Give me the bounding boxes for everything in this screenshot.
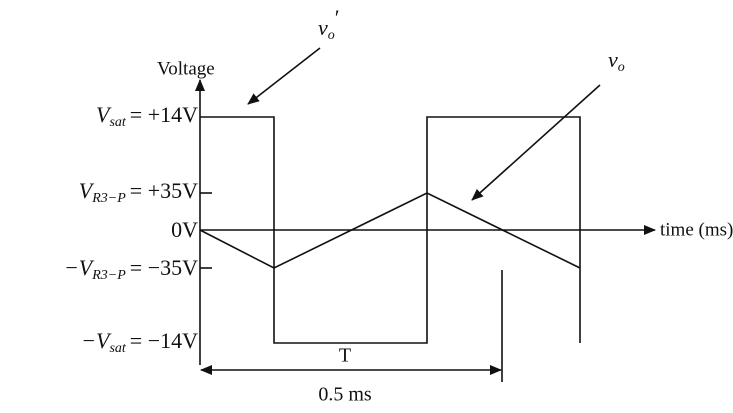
period-symbol: T <box>339 345 351 367</box>
level-label: −VR3−P = −35V <box>64 255 198 283</box>
level-label: Vsat = +14V <box>96 102 198 130</box>
y-axis-label: Voltage <box>157 58 215 79</box>
level-label: 0V <box>171 217 198 242</box>
period-duration: 0.5 ms <box>318 384 372 406</box>
label-part: V <box>79 178 95 203</box>
label-part: −V <box>64 255 95 280</box>
signal-label: vo <box>608 47 625 75</box>
level-label: −Vsat = −14V <box>81 328 198 356</box>
label-part: o <box>328 28 335 43</box>
signal-pointer <box>471 84 601 201</box>
square-wave <box>200 116 581 344</box>
label-part: = +14V <box>130 102 198 127</box>
level-label: VR3−P = +35V <box>79 178 198 206</box>
label-part: sat <box>109 341 126 356</box>
label-part: o <box>618 60 625 75</box>
label-part: ′ <box>335 5 340 30</box>
label-part: v <box>318 15 328 40</box>
label-part: R3−P <box>91 191 126 206</box>
signal-pointer <box>247 47 321 105</box>
label-part: R3−P <box>91 268 126 283</box>
label-part: v <box>608 47 618 72</box>
triangle-wave <box>199 192 581 269</box>
signal-label: vo′ <box>318 5 340 43</box>
x-axis-label: time (ms) <box>660 219 733 240</box>
label-part: = −35V <box>130 255 198 280</box>
label-part: = +35V <box>130 178 198 203</box>
label-part: = −14V <box>130 328 198 353</box>
label-part: −V <box>81 328 112 353</box>
label-part: V <box>96 102 112 127</box>
label-part: sat <box>109 115 126 130</box>
